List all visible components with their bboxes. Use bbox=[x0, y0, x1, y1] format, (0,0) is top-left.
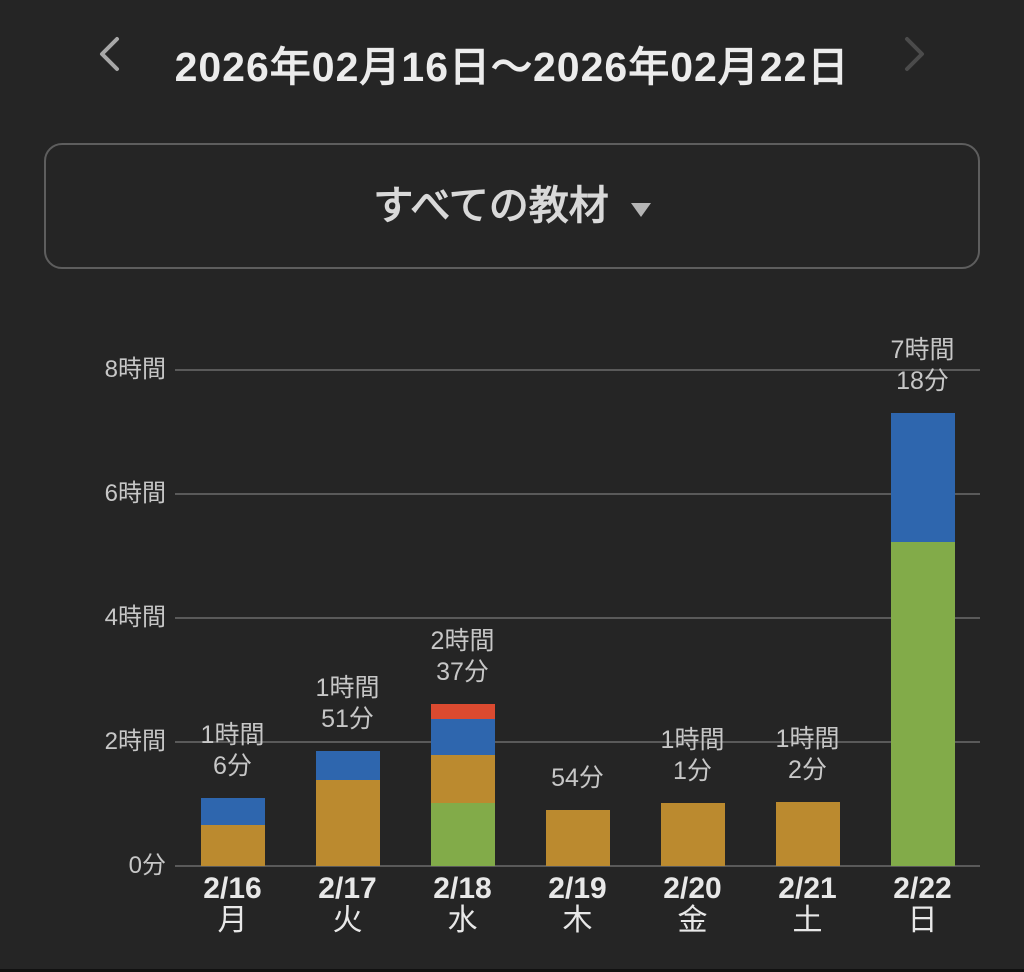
caret-down-icon bbox=[630, 203, 651, 217]
bottom-edge-strip bbox=[0, 969, 1024, 972]
bar-total-label: 1時間 51分 bbox=[315, 674, 380, 734]
gridline-240min bbox=[175, 617, 980, 619]
bar-total-label: 1時間 1分 bbox=[660, 725, 725, 785]
date-range-title: 2026年02月16日〜2026年02月22日 bbox=[174, 44, 850, 90]
x-axis-weekday-label: 金 bbox=[677, 904, 708, 937]
x-axis-date-label: 2/18 bbox=[433, 872, 492, 905]
gridline-0min bbox=[175, 865, 980, 867]
x-axis-weekday-label: 土 bbox=[792, 904, 823, 937]
bar-segment-yellow bbox=[545, 810, 610, 866]
material-filter-dropdown[interactable]: すべての教材 bbox=[44, 143, 980, 269]
bar-segment-green bbox=[430, 802, 495, 866]
bar-segment-yellow bbox=[775, 801, 840, 866]
bar-segment-red bbox=[430, 703, 495, 720]
bar-total-label: 7時間 18分 bbox=[890, 336, 955, 396]
x-axis-weekday-label: 日 bbox=[907, 904, 938, 937]
x-axis-date-label: 2/16 bbox=[203, 872, 262, 905]
bar-segment-blue bbox=[430, 719, 495, 756]
x-axis-weekday-label: 月 bbox=[217, 904, 248, 937]
y-axis-tick-label: 0分 bbox=[128, 852, 166, 879]
bar-segment-yellow bbox=[660, 802, 725, 866]
chevron-left-icon bbox=[96, 35, 122, 76]
x-axis-weekday-label: 木 bbox=[562, 904, 593, 937]
y-axis-tick-label: 4時間 bbox=[104, 604, 166, 631]
gridline-360min bbox=[175, 493, 980, 495]
x-axis-date-label: 2/19 bbox=[548, 872, 607, 905]
x-axis-date-label: 2/17 bbox=[318, 872, 377, 905]
bar-segment-green bbox=[890, 541, 955, 866]
y-axis-tick-label: 2時間 bbox=[104, 728, 166, 755]
x-axis-weekday-label: 水 bbox=[447, 904, 478, 937]
x-axis-date-label: 2/20 bbox=[663, 872, 722, 905]
bar-total-label: 54分 bbox=[551, 764, 604, 793]
gridline-120min bbox=[175, 741, 980, 743]
bar-total-label: 1時間 2分 bbox=[775, 724, 840, 784]
x-axis-date-label: 2/21 bbox=[778, 872, 837, 905]
gridline-480min bbox=[175, 369, 980, 371]
material-filter-label: すべての教材 bbox=[373, 184, 609, 228]
bar-segment-yellow bbox=[315, 780, 380, 866]
bar-segment-blue bbox=[890, 413, 955, 542]
x-axis-weekday-label: 火 bbox=[332, 904, 363, 937]
bar-segment-yellow bbox=[430, 755, 495, 803]
bar-total-label: 1時間 6分 bbox=[200, 720, 265, 780]
y-axis-tick-label: 6時間 bbox=[104, 480, 166, 507]
y-axis-tick-label: 8時間 bbox=[104, 356, 166, 383]
x-axis-date-label: 2/22 bbox=[893, 872, 952, 905]
bar-total-label: 2時間 37分 bbox=[430, 626, 495, 686]
prev-week-button[interactable] bbox=[84, 30, 134, 80]
chevron-right-icon bbox=[902, 35, 928, 76]
bar-segment-yellow bbox=[200, 824, 265, 866]
next-week-button[interactable] bbox=[890, 30, 940, 80]
bar-segment-blue bbox=[315, 751, 380, 781]
bar-segment-blue bbox=[200, 797, 265, 825]
